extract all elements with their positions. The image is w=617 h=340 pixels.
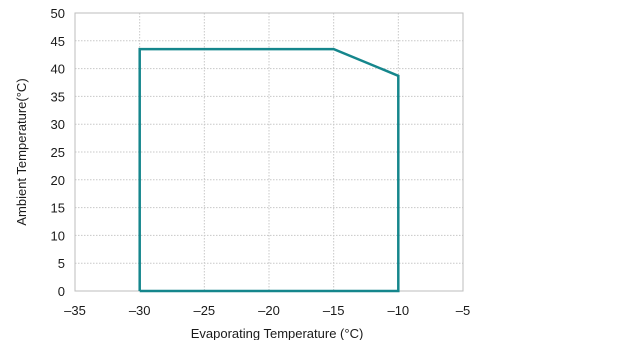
- y-tick-label: 50: [51, 6, 65, 21]
- series-line: [138, 47, 400, 293]
- x-tick-label: –15: [323, 303, 345, 318]
- y-tick-label: 30: [51, 117, 65, 132]
- x-tick-label: –25: [193, 303, 215, 318]
- x-tick-label: –10: [387, 303, 409, 318]
- y-tick-labels: 0 5 10 15 20 25 30 35 40 45 50: [51, 6, 65, 299]
- y-axis-label: Ambient Temperature(°C): [14, 78, 29, 225]
- y-tick-label: 5: [58, 256, 65, 271]
- y-tick-label: 40: [51, 62, 65, 77]
- y-tick-label: 0: [58, 284, 65, 299]
- x-tick-labels: –35 –30 –25 –20 –15 –10 –5: [64, 303, 470, 318]
- x-tick-label: –30: [129, 303, 151, 318]
- x-tick-label: –35: [64, 303, 86, 318]
- x-axis-label: Evaporating Temperature (°C): [191, 326, 364, 340]
- y-tick-label: 20: [51, 173, 65, 188]
- y-tick-label: 25: [51, 145, 65, 160]
- x-tick-label: –20: [258, 303, 280, 318]
- grid-lines: [74, 12, 464, 292]
- y-tick-label: 15: [51, 201, 65, 216]
- y-tick-label: 45: [51, 34, 65, 49]
- series-group: [138, 47, 400, 293]
- x-tick-label: –5: [456, 303, 470, 318]
- y-tick-label: 35: [51, 89, 65, 104]
- y-tick-label: 10: [51, 228, 65, 243]
